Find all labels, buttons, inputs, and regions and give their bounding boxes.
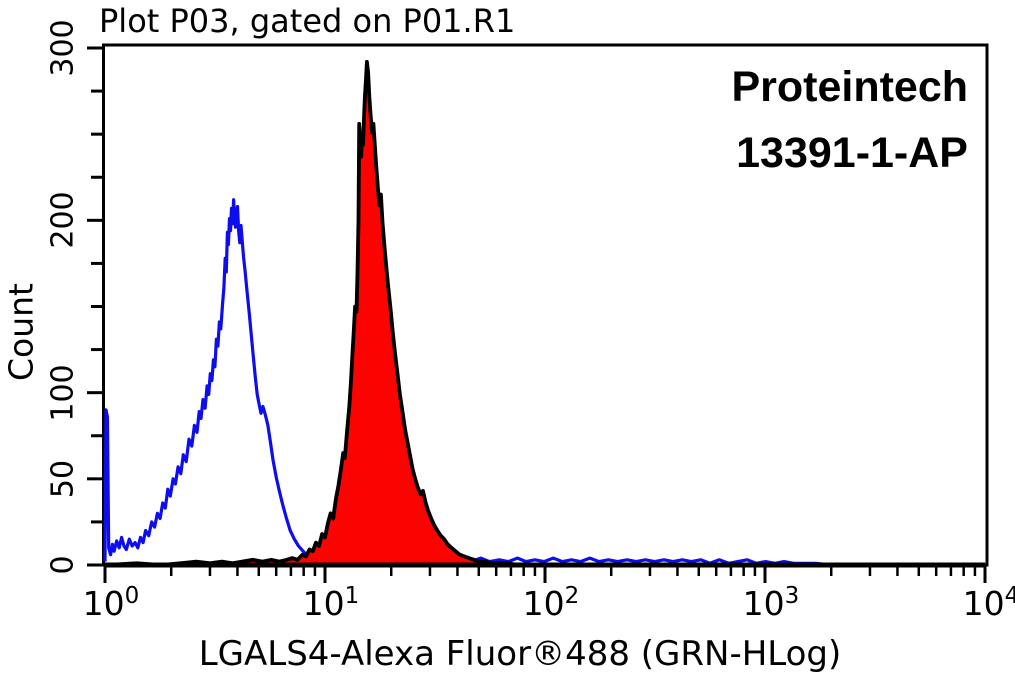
watermark-catalog-number: 13391-1-AP (736, 129, 968, 177)
x-tick-label: 101 (302, 583, 360, 623)
x-tick-label: 100 (82, 583, 140, 623)
plot-title: Plot P03, gated on P01.R1 (99, 2, 516, 40)
y-tick-label: 0 (45, 555, 81, 575)
x-axis-title: LGALS4-Alexa Fluor®488 (GRN-HLog) (198, 634, 842, 674)
y-tick-label: 200 (45, 191, 81, 249)
control-histogram-curve (103, 198, 985, 567)
watermark: Proteintech 13391-1-AP (731, 54, 968, 186)
x-tick-label: 103 (742, 583, 800, 623)
x-tick-label: 104 (962, 583, 1015, 623)
x-tick-label: 102 (522, 583, 580, 623)
y-tick-label: 50 (45, 459, 81, 498)
watermark-brand: Proteintech (731, 63, 968, 111)
antibody-histogram-area (103, 59, 987, 567)
y-tick-label: 300 (45, 19, 81, 77)
y-axis-title: Count (1, 282, 41, 382)
y-tick-label: 100 (45, 364, 81, 422)
